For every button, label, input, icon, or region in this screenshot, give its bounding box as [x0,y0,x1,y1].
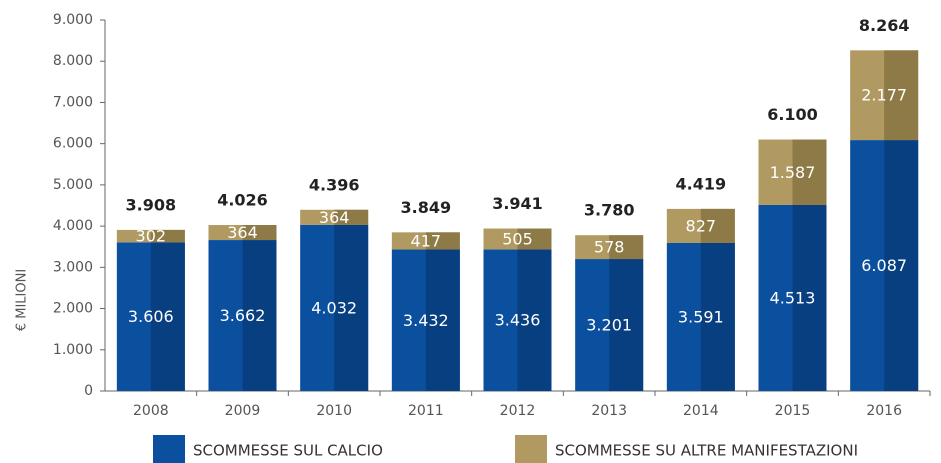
total-label: 3.780 [584,201,635,220]
bar-shade [334,224,369,391]
bar-shade [425,249,460,391]
x-tick-label: 2011 [408,403,444,419]
x-tick-label: 2009 [225,403,261,419]
value-label: 827 [686,216,717,235]
bar-shade [150,242,185,391]
x-tick-label: 2008 [133,403,169,419]
y-tick-label: 3.000 [53,259,93,275]
value-label: 3.436 [495,311,541,330]
value-label: 3.606 [128,307,174,326]
x-tick-label: 2014 [683,403,719,419]
bar-shade [517,228,552,250]
value-label: 505 [502,229,533,248]
total-label: 3.849 [401,198,452,217]
value-label: 364 [319,208,350,227]
total-label: 8.264 [859,16,910,35]
value-label: 4.513 [770,288,816,307]
y-tick-label: 4.000 [53,218,93,234]
bar-shade [792,139,827,205]
x-tick-label: 2010 [316,403,352,419]
y-tick-label: 1.000 [53,342,93,358]
total-label: 6.100 [767,105,818,124]
bar-shade [884,50,919,141]
x-tick-label: 2013 [591,403,627,419]
y-tick-label: 7.000 [53,94,93,110]
bar-shade [609,235,644,260]
x-tick-label: 2012 [500,403,536,419]
bar-shade [242,225,277,241]
value-label: 3.432 [403,311,449,330]
bar-shade [150,229,185,243]
total-label: 3.941 [492,194,543,213]
total-label: 4.026 [217,191,268,210]
legend-label: SCOMMESSE SU ALTRE MANIFESTAZIONI [555,442,858,460]
value-label: 4.032 [311,298,357,317]
total-label: 4.419 [676,174,727,193]
bar-shade [425,232,460,250]
bar-shade [242,240,277,391]
value-label: 578 [594,238,625,257]
value-label: 6.087 [861,256,907,275]
bar-shade [700,208,735,243]
y-tick-label: 6.000 [53,136,93,152]
y-tick-label: 5.000 [53,177,93,193]
total-label: 3.908 [126,195,177,214]
value-label: 364 [227,223,258,242]
bar-shade [609,259,644,391]
y-tick-label: 8.000 [53,53,93,69]
y-tick-label: 0 [84,383,93,399]
value-label: 3.591 [678,307,724,326]
value-label: 1.587 [770,163,816,182]
value-label: 302 [136,227,167,246]
value-label: 417 [411,231,442,250]
bar-shade [700,242,735,391]
x-tick-label: 2015 [775,403,811,419]
bar-shade [334,209,369,225]
x-tick-label: 2016 [866,403,902,419]
legend-swatch [153,435,185,463]
bar-shade [517,249,552,391]
total-label: 4.396 [309,175,360,194]
y-tick-label: 2.000 [53,301,93,317]
legend-swatch [515,435,547,463]
value-label: 2.177 [861,86,907,105]
value-label: 3.662 [220,306,266,325]
y-tick-label: 9.000 [53,12,93,28]
value-label: 3.201 [586,316,632,335]
bar-shade [884,140,919,391]
legend-label: SCOMMESSE SUL CALCIO [193,442,383,460]
y-axis-label: € MILIONI [15,269,30,331]
bar-shade [792,204,827,391]
